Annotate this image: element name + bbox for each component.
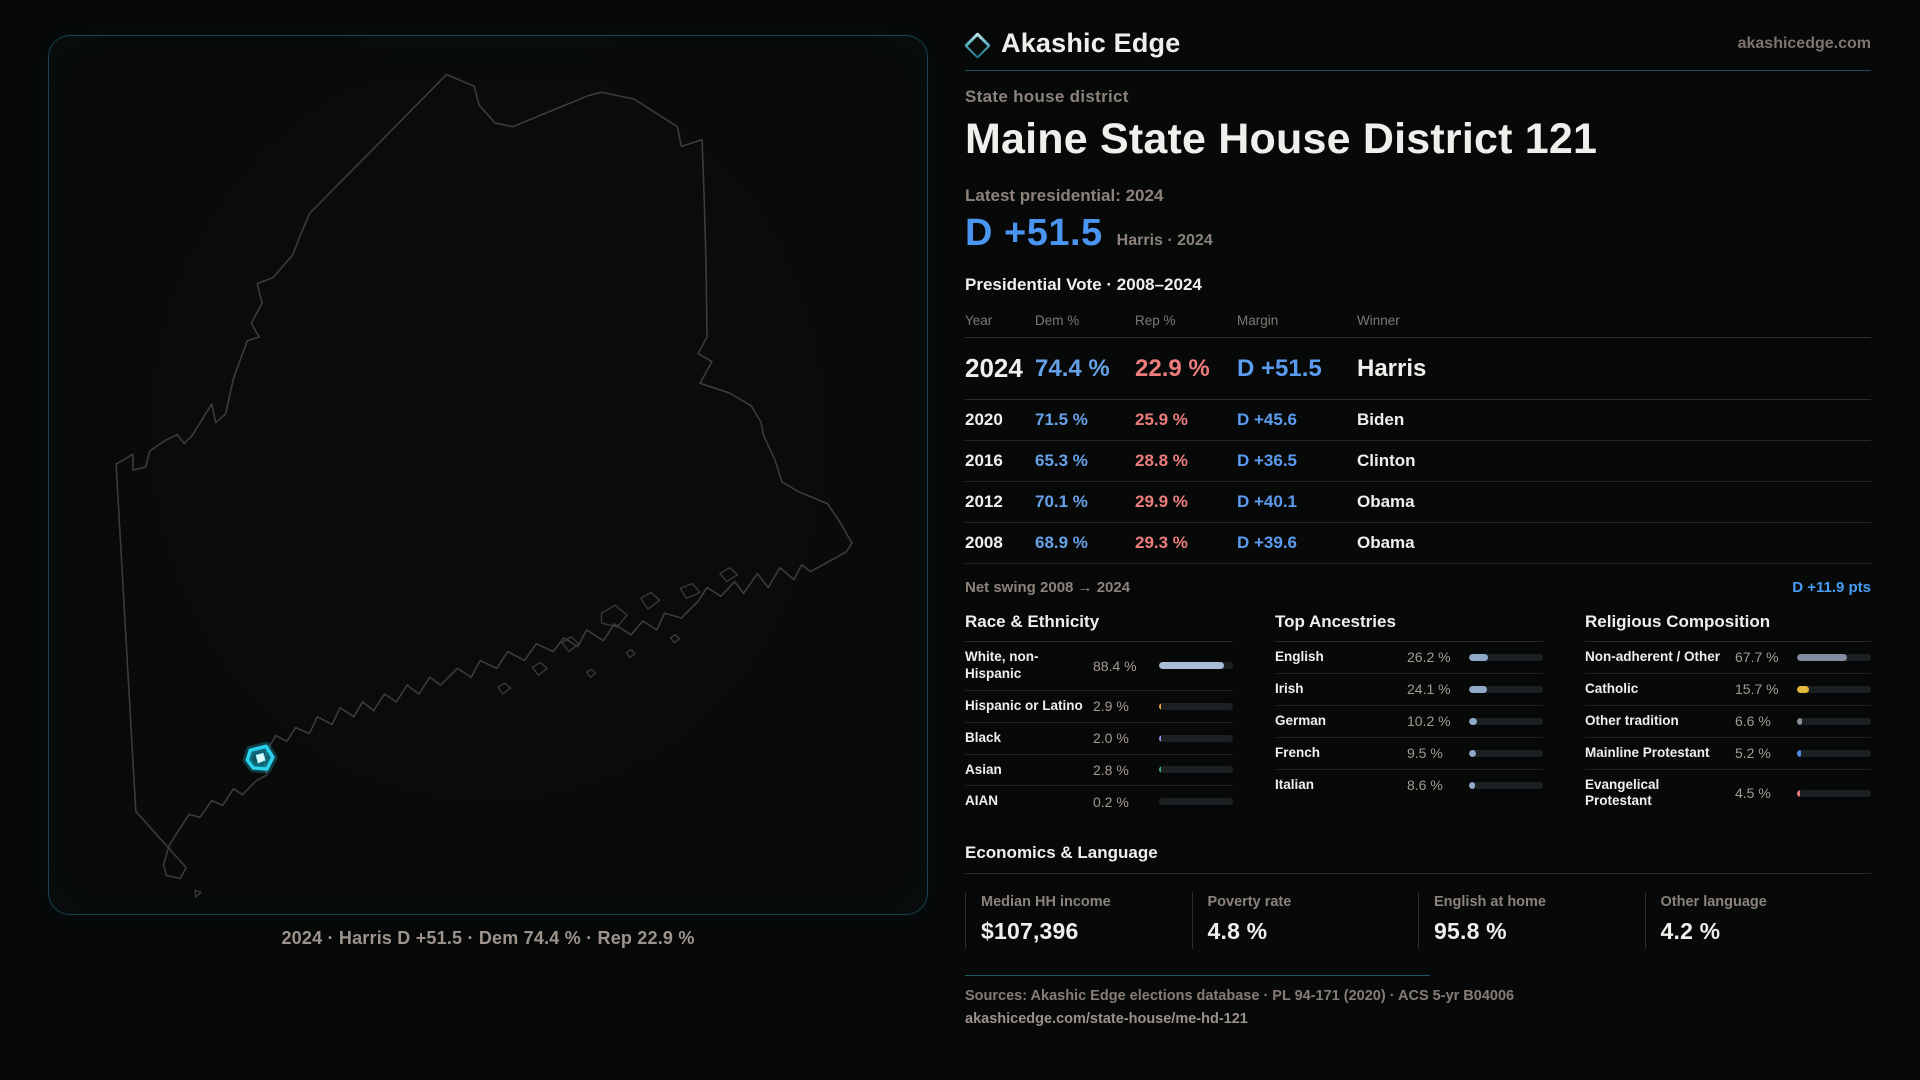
latest-presidential-label: Latest presidential: 2024 [965,186,1164,205]
list-item: Asian 2.8 % [965,755,1233,787]
table-row: 2008 68.9 % 29.3 % D +39.6 Obama [965,523,1871,564]
list-item: English 26.2 % [1275,642,1543,674]
headline-margin-row: D +51.5 Harris · 2024 [965,212,1871,255]
stat-bar [1469,717,1543,725]
vote-table-header: Year Dem % Rep % Margin Winner [965,307,1871,338]
maine-outline [115,73,853,880]
net-swing-row: Net swing 2008 → 2024 D +11.9 pts [965,579,1871,596]
stat-bar [1797,685,1871,693]
brand-site-link[interactable]: akashicedge.com [1737,34,1871,52]
list-item: Black 2.0 % [965,723,1233,755]
table-row: 2024 74.4 % 22.9 % D +51.5 Harris [965,338,1871,400]
kicker-label: State house district [965,87,1129,106]
economics-stats: Median HH income $107,396 Poverty rate 4… [965,892,1872,950]
stat-bar [1469,653,1543,661]
stat-bar [1159,702,1233,710]
col-winner: Winner [1357,313,1400,328]
list-item: Irish 24.1 % [1275,674,1543,706]
stat-bar [1159,798,1233,806]
page-title: Maine State House District 121 [965,115,1598,163]
table-row: 2012 70.1 % 29.9 % D +40.1 Obama [965,482,1871,523]
brand-header: Akashic Edge akashicedge.com [964,28,1871,59]
list-item: Non-adherent / Other 67.7 % [1585,642,1871,674]
list-item: Evangelical Protestant 4.5 % [1585,770,1871,818]
ancestries-section: Top Ancestries English 26.2 % Irish 24.1… [1275,612,1543,817]
stat-median-income: Median HH income $107,396 [965,892,1192,950]
net-swing-value: D +11.9 pts [1792,579,1871,596]
list-item: Italian 8.6 % [1275,770,1543,801]
list-item: Other tradition 6.6 % [1585,706,1871,738]
stat-bar [1469,781,1543,789]
race-ethnicity-section: Race & Ethnicity White, non-Hispanic 88.… [965,612,1233,817]
list-item: White, non-Hispanic 88.4 % [965,642,1233,691]
list-item: German 10.2 % [1275,706,1543,738]
state-map-panel [48,35,928,915]
economics-section-title: Economics & Language [965,843,1871,875]
header-divider [965,70,1871,71]
list-item: Hispanic or Latino 2.9 % [965,691,1233,723]
sources-note: Sources: Akashic Edge elections database… [965,988,1515,1005]
headline-margin: D +51.5 [965,212,1103,254]
stat-bar [1469,749,1543,757]
permalink[interactable]: akashicedge.com/state-house/me-hd-121 [965,1011,1248,1028]
map-caption: 2024 · Harris D +51.5 · Dem 74.4 % · Rep… [281,928,695,948]
stat-bar [1797,717,1871,725]
stat-bar [1159,766,1233,774]
list-item: Mainline Protestant 5.2 % [1585,738,1871,770]
race-section-title: Race & Ethnicity [965,612,1233,642]
report-panel: Akashic Edge akashicedge.com State house… [964,28,1872,1028]
stat-bar [1797,653,1871,661]
stat-bar [1797,789,1871,797]
table-row: 2016 65.3 % 28.8 % D +36.5 Clinton [965,441,1871,482]
brand-diamond-icon [964,31,991,59]
coastal-islands [194,567,739,898]
stat-bar [1469,685,1543,693]
col-year: Year [965,313,993,328]
religion-section: Religious Composition Non-adherent / Oth… [1585,612,1871,817]
stat-bar [1159,734,1233,742]
maine-map [115,73,853,898]
district-marker [242,741,278,774]
stat-poverty-rate: Poverty rate 4.8 % [1191,892,1419,950]
vote-table-title: Presidential Vote · 2008–2024 [965,275,1202,294]
col-margin: Margin [1237,313,1279,328]
col-dem: Dem % [1035,313,1080,328]
stat-bar [1159,662,1233,670]
list-item: French 9.5 % [1275,738,1543,770]
religion-section-title: Religious Composition [1585,612,1871,642]
stat-other-language: Other language 4.2 % [1644,892,1872,950]
headline-note: Harris · 2024 [1116,232,1213,249]
ancestries-section-title: Top Ancestries [1275,612,1543,642]
footer-divider [965,975,1430,977]
list-item: Catholic 15.7 % [1585,674,1871,706]
brand-name[interactable]: Akashic Edge [1001,28,1181,58]
col-rep: Rep % [1135,313,1176,328]
stat-english-at-home: English at home 95.8 % [1418,892,1645,950]
list-item: AIAN 0.2 % [965,786,1233,817]
stat-bar [1797,749,1871,757]
net-swing-label: Net swing 2008 → 2024 [965,579,1131,596]
table-row: 2020 71.5 % 25.9 % D +45.6 Biden [965,400,1871,441]
presidential-vote-table: Year Dem % Rep % Margin Winner 2024 74.4… [965,307,1871,564]
